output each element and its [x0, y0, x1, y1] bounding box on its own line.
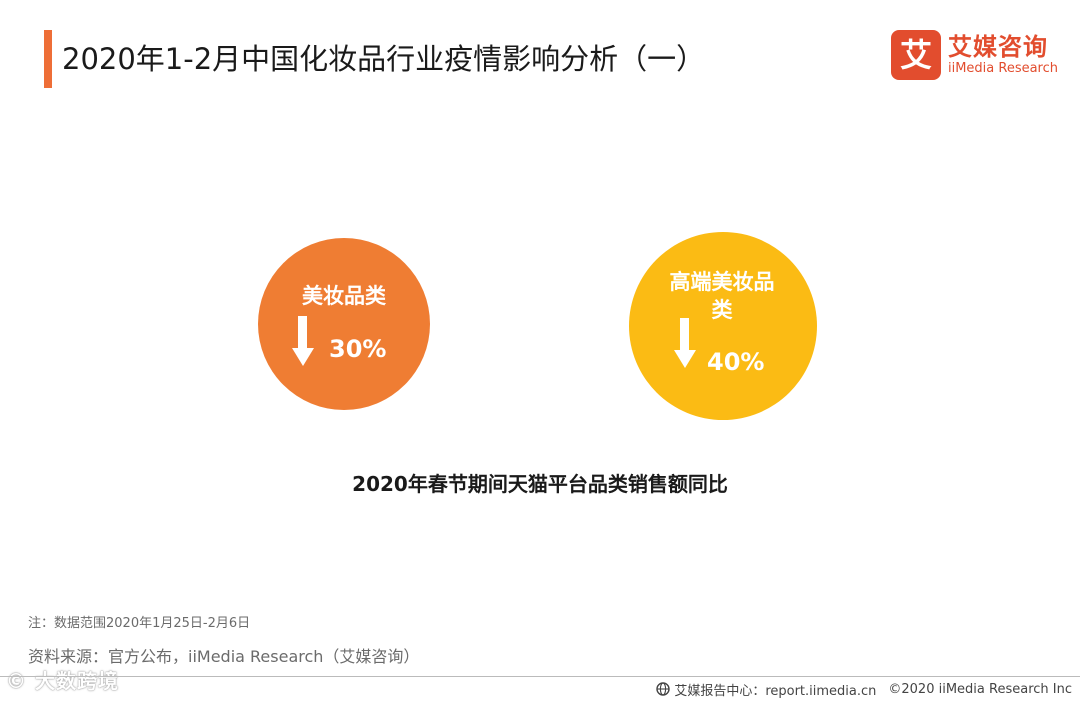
brand-text: 艾媒咨询 iiMedia Research: [948, 33, 1058, 77]
title-accent-bar: [44, 30, 52, 88]
data-source-note: 资料来源：官方公布，iiMedia Research（艾媒咨询）: [28, 647, 420, 666]
globe-icon: [656, 682, 671, 696]
brand-subtitle: iiMedia Research: [947, 61, 1058, 76]
category-value: 30%: [329, 335, 387, 363]
category-circle-beauty: 美妆品类 30%: [258, 238, 430, 410]
brand-logo-icon: 艾: [890, 30, 941, 80]
copyright-text: ©2020 iiMedia Research Inc: [888, 681, 1072, 697]
footer-divider: [0, 676, 1080, 677]
arrow-down-icon: [674, 318, 696, 368]
footer: 艾媒报告中心：report.iimedia.cn ©2020 iiMedia R…: [656, 679, 1072, 699]
watermark: © 大数跨境: [6, 669, 119, 693]
brand-logo-block: 艾 艾媒咨询 iiMedia Research: [890, 28, 1058, 82]
category-label: 高端美妆品类: [669, 270, 775, 322]
data-range-note: 注：数据范围2020年1月25日-2月6日: [28, 616, 251, 631]
report-center-link[interactable]: 艾媒报告中心：report.iimedia.cn: [674, 683, 877, 699]
category-value: 40%: [707, 348, 765, 376]
page-title: 2020年1-2月中国化妆品行业疫情影响分析（一）: [62, 42, 706, 76]
arrow-down-icon: [292, 316, 314, 366]
category-label: 美妆品类: [302, 284, 386, 308]
chart-caption: 2020年春节期间天猫平台品类销售额同比: [352, 472, 728, 496]
brand-name: 艾媒咨询: [947, 33, 1048, 61]
category-circle-luxury-beauty: 高端美妆品类 40%: [629, 232, 817, 420]
